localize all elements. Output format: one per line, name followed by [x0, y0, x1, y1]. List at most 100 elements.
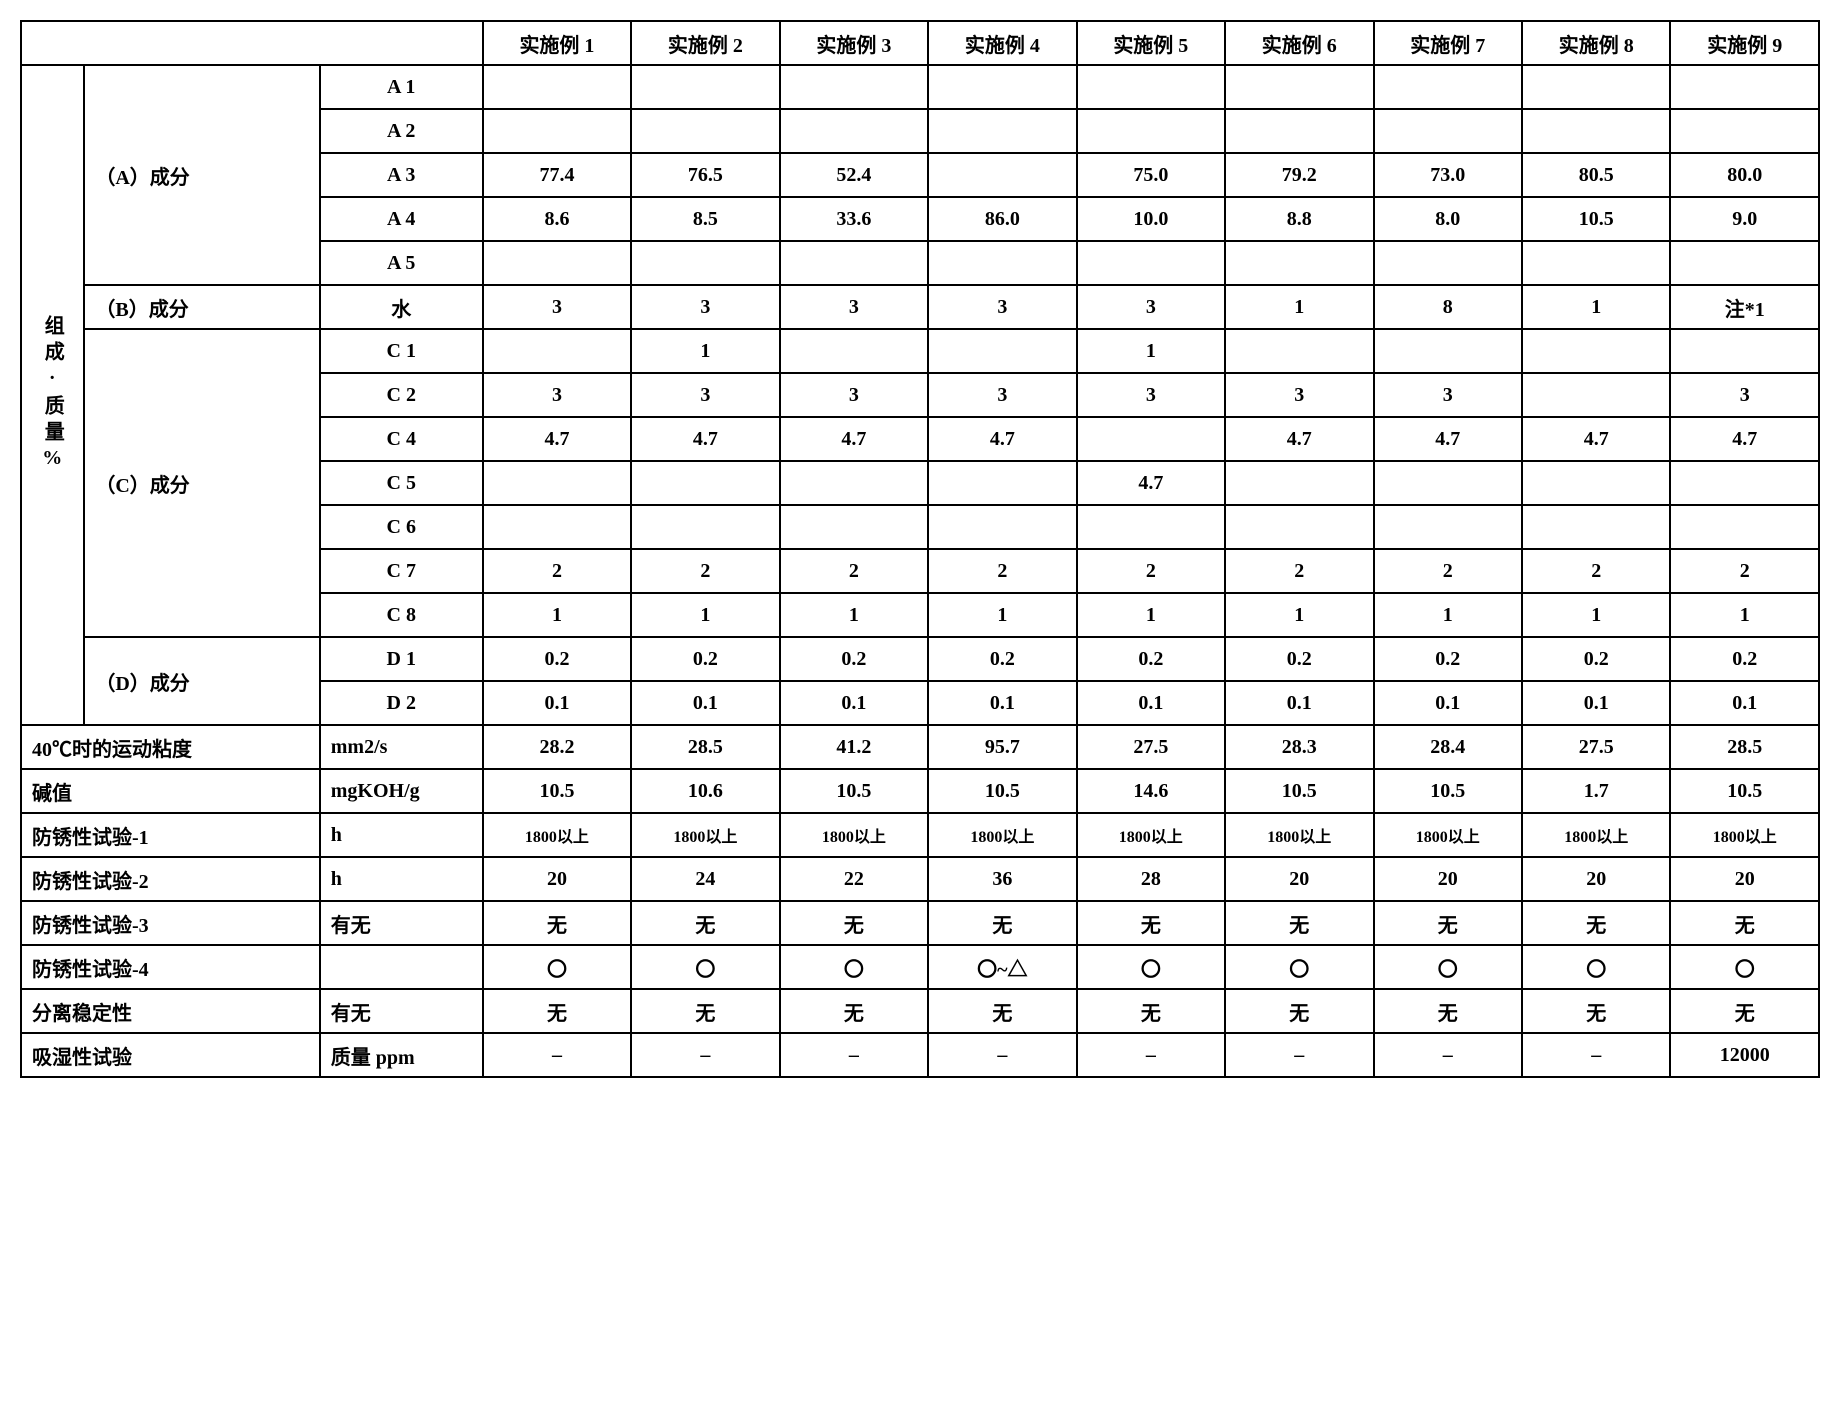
- prop-row-sep: 分离稳定性 有无 无无无无无无无无无: [21, 989, 1819, 1033]
- cell: 33.6: [780, 197, 928, 241]
- cell: [1077, 109, 1225, 153]
- sub-D1: D 1: [320, 637, 483, 681]
- cell: 14.6: [1077, 769, 1225, 813]
- cell: [631, 109, 779, 153]
- prop-unit: h: [320, 857, 483, 901]
- sub-A3: A 3: [320, 153, 483, 197]
- col-ex9: 实施例 9: [1670, 21, 1819, 65]
- cell: 1: [1374, 593, 1522, 637]
- cell: 20: [483, 857, 631, 901]
- prop-label: 防锈性试验-2: [21, 857, 320, 901]
- cell: 3: [483, 373, 631, 417]
- cell: 3: [631, 285, 779, 329]
- cell: [631, 241, 779, 285]
- group-D: （D）成分: [84, 637, 319, 725]
- cell: 0.2: [1077, 637, 1225, 681]
- cell: 1: [483, 593, 631, 637]
- sub-A2: A 2: [320, 109, 483, 153]
- cell: 无: [928, 989, 1076, 1033]
- cell: 4.7: [1522, 417, 1670, 461]
- cell: 0.1: [1225, 681, 1373, 725]
- cell: [1077, 65, 1225, 109]
- cell: [1522, 373, 1670, 417]
- cell: 75.0: [1077, 153, 1225, 197]
- cell: 2: [1522, 549, 1670, 593]
- cell: [928, 153, 1076, 197]
- prop-label: 防锈性试验-1: [21, 813, 320, 857]
- cell: 28.5: [631, 725, 779, 769]
- cell: 4.7: [631, 417, 779, 461]
- cell: –: [631, 1033, 779, 1077]
- cell: [1225, 505, 1373, 549]
- cell: 无: [1077, 989, 1225, 1033]
- cell: [1522, 109, 1670, 153]
- cell: [1522, 505, 1670, 549]
- cell: –: [1225, 1033, 1373, 1077]
- cell: 10.5: [1670, 769, 1819, 813]
- cell: –: [483, 1033, 631, 1077]
- prop-row-visc: 40℃时的运动粘度 mm2/s 28.228.541.295.727.528.3…: [21, 725, 1819, 769]
- cell: 0.2: [1225, 637, 1373, 681]
- cell: 3: [928, 285, 1076, 329]
- cell: [631, 505, 779, 549]
- cell: 无: [1374, 901, 1522, 945]
- cell: 10.5: [1225, 769, 1373, 813]
- cell: 80.0: [1670, 153, 1819, 197]
- cell: 95.7: [928, 725, 1076, 769]
- cell: [1374, 505, 1522, 549]
- cell: –: [1374, 1033, 1522, 1077]
- cell: 80.5: [1522, 153, 1670, 197]
- prop-row-rust2: 防锈性试验-2 h 202422362820202020: [21, 857, 1819, 901]
- cell: 无: [1522, 901, 1670, 945]
- cell: 4.7: [1374, 417, 1522, 461]
- cell: 1800以上: [1522, 813, 1670, 857]
- cell: 注*1: [1670, 285, 1819, 329]
- cell: 3: [1225, 373, 1373, 417]
- cell: [1670, 109, 1819, 153]
- cell: 1: [928, 593, 1076, 637]
- col-ex8: 实施例 8: [1522, 21, 1670, 65]
- cell: 无: [928, 901, 1076, 945]
- cell: [1225, 65, 1373, 109]
- sub-C4: C 4: [320, 417, 483, 461]
- cell: 1: [1522, 593, 1670, 637]
- sub-C5: C 5: [320, 461, 483, 505]
- cell: 0.2: [1374, 637, 1522, 681]
- cell: 86.0: [928, 197, 1076, 241]
- cell: [1374, 241, 1522, 285]
- sub-C1: C 1: [320, 329, 483, 373]
- cell: 41.2: [780, 725, 928, 769]
- cell: –: [780, 1033, 928, 1077]
- cell: [1225, 461, 1373, 505]
- cell: 77.4: [483, 153, 631, 197]
- cell: 1: [1225, 285, 1373, 329]
- prop-label: 分离稳定性: [21, 989, 320, 1033]
- cell: [483, 329, 631, 373]
- cell: 3: [483, 285, 631, 329]
- cell: 1: [1077, 593, 1225, 637]
- cell: 2: [780, 549, 928, 593]
- prop-label: 防锈性试验-3: [21, 901, 320, 945]
- cell: 4.7: [483, 417, 631, 461]
- col-ex2: 实施例 2: [631, 21, 779, 65]
- cell: 1800以上: [780, 813, 928, 857]
- cell: [780, 505, 928, 549]
- cell: 无: [1522, 989, 1670, 1033]
- group-C: （C）成分: [84, 329, 319, 637]
- prop-label: 碱值: [21, 769, 320, 813]
- sub-A1: A 1: [320, 65, 483, 109]
- cell: 20: [1670, 857, 1819, 901]
- cell: 28: [1077, 857, 1225, 901]
- cell: 〇: [1522, 945, 1670, 989]
- prop-row-rust1: 防锈性试验-1 h 1800以上1800以上1800以上1800以上1800以上…: [21, 813, 1819, 857]
- cell: 10.6: [631, 769, 779, 813]
- prop-label: 防锈性试验-4: [21, 945, 320, 989]
- cell: 0.1: [1077, 681, 1225, 725]
- cell: [928, 65, 1076, 109]
- cell: [780, 461, 928, 505]
- cell: 2: [1225, 549, 1373, 593]
- table-row: （B）成分 水 33333181注*1: [21, 285, 1819, 329]
- cell: –: [1522, 1033, 1670, 1077]
- side-label: 组成·质量%: [21, 65, 84, 725]
- cell: 3: [1670, 373, 1819, 417]
